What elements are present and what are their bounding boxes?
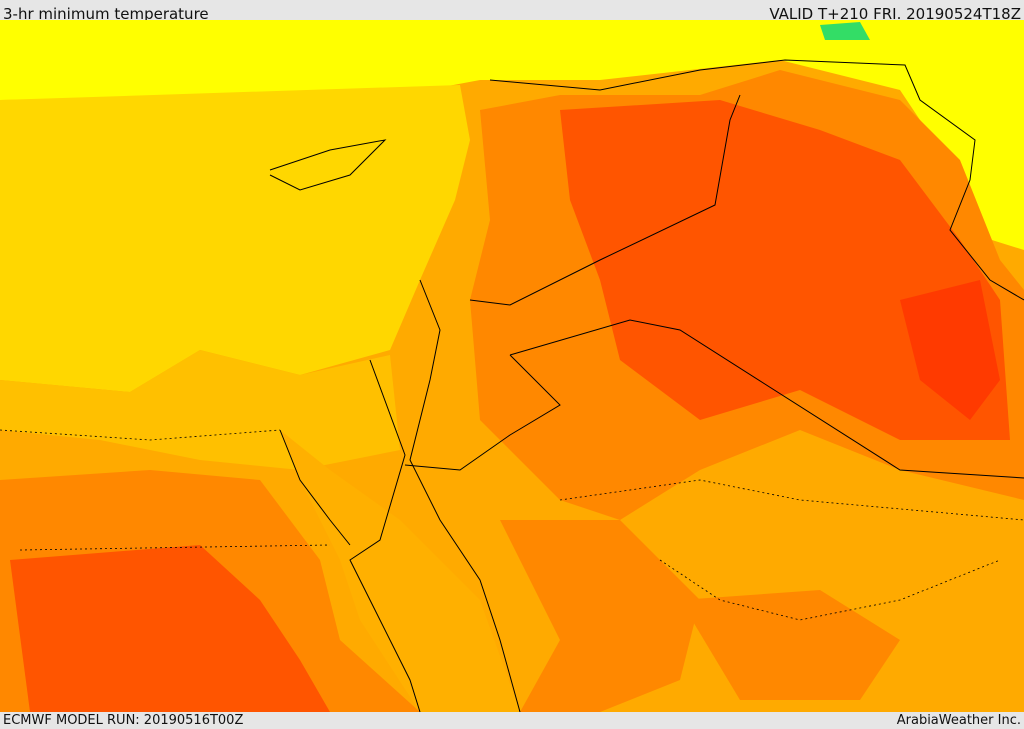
sinai-coast bbox=[349, 359, 421, 712]
map-title: 3-hr minimum temperature bbox=[3, 5, 209, 23]
iraq-hottest bbox=[900, 280, 1000, 420]
borders bbox=[269, 59, 1024, 712]
border-north bbox=[489, 59, 1024, 301]
border-syria-iraq bbox=[469, 94, 741, 306]
model-run: ECMWF MODEL RUN: 20190516T00Z bbox=[3, 713, 244, 728]
saudi-warm bbox=[500, 520, 700, 712]
internal-borders bbox=[0, 429, 1024, 621]
credit: ArabiaWeather Inc. bbox=[896, 713, 1021, 728]
dotted-border bbox=[19, 544, 331, 551]
red-sea bbox=[280, 430, 520, 712]
mediterranean bbox=[0, 85, 470, 392]
valid-time: VALID T+210 FRI. 20190524T18Z bbox=[769, 5, 1021, 23]
gulf-suez bbox=[279, 429, 351, 546]
saudi-warm-2 bbox=[680, 590, 900, 700]
egypt-hot bbox=[10, 545, 330, 712]
cool-patch bbox=[820, 22, 870, 40]
dotted-border bbox=[0, 429, 281, 441]
iraq-hot bbox=[560, 100, 1010, 440]
cyprus bbox=[269, 139, 387, 191]
dotted-border bbox=[559, 479, 1024, 521]
border-jordan bbox=[404, 354, 561, 471]
coast-band bbox=[0, 350, 400, 470]
yellow-north bbox=[0, 20, 1024, 250]
border-saudi-iraq bbox=[509, 319, 1024, 479]
header-bar: 3-hr minimum temperature VALID T+210 FRI… bbox=[0, 0, 1024, 23]
footer-bar: ECMWF MODEL RUN: 20190516T00Z ArabiaWeat… bbox=[0, 712, 1024, 729]
temperature-map bbox=[0, 20, 1024, 712]
east-coast bbox=[409, 279, 521, 712]
